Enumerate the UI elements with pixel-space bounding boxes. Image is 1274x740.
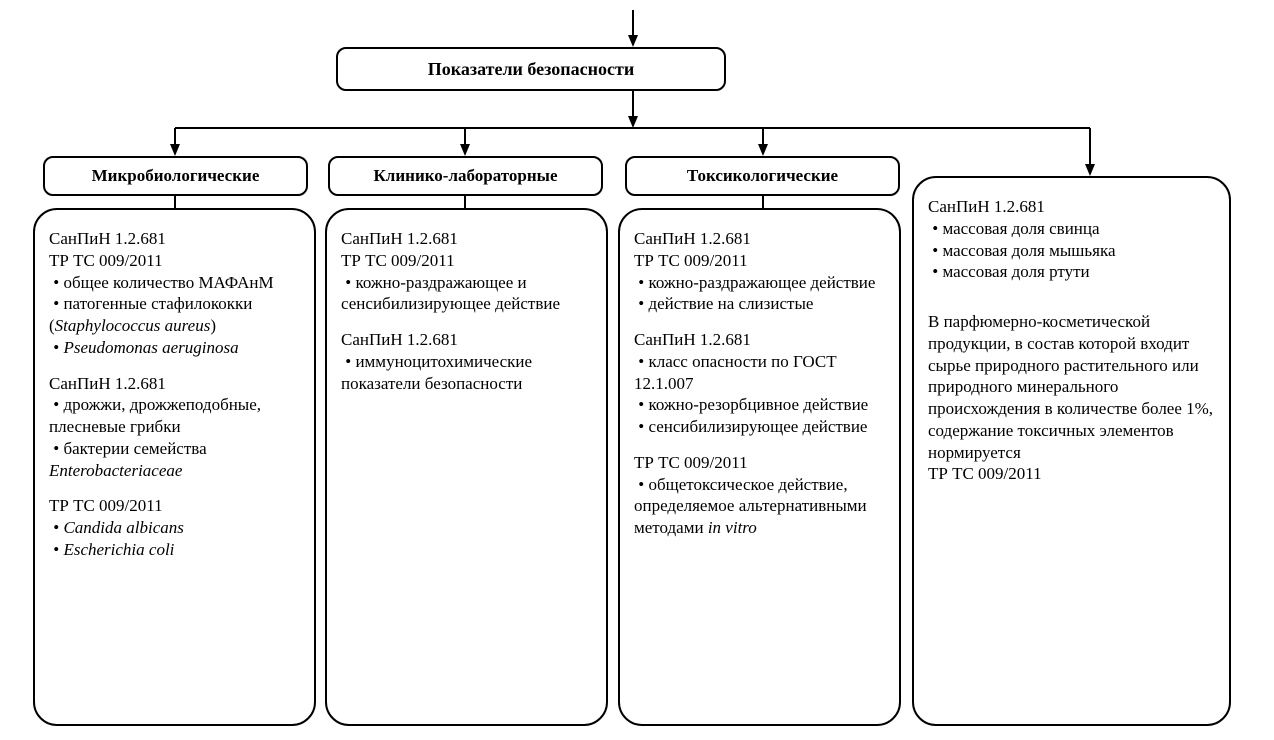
body-bullet: • сенсибилизирующее действие <box>634 416 887 438</box>
body-bullet: • дрожжи, дрожжеподобные, плесневые гриб… <box>49 394 302 438</box>
body-bullet: • класс опасности по ГОСТ 12.1.007 <box>634 351 887 395</box>
body-bullet: • общетоксическое действие, определяемое… <box>634 474 887 539</box>
body-bullet: • кожно-раздражающее действие <box>634 272 887 294</box>
body-bullet: • Pseudomonas aeruginosa <box>49 337 302 359</box>
column-body-chem: СанПиН 1.2.681 • массовая доля свинца • … <box>912 176 1231 726</box>
body-paragraph: В парфюмерно-косметической продукции, в … <box>928 311 1217 463</box>
column-header-label: Клинико-лабораторные <box>373 166 557 185</box>
spacer <box>49 359 302 373</box>
body-bullet: • массовая доля ртути <box>928 261 1217 283</box>
column-header-micro: Микробиологические <box>43 156 308 196</box>
body-heading: СанПиН 1.2.681 <box>49 373 302 395</box>
body-heading: СанПиН 1.2.681 <box>341 228 594 250</box>
body-heading: ТР ТС 009/2011 <box>49 250 302 272</box>
column-header-label: Микробиологические <box>92 166 260 185</box>
body-heading: СанПиН 1.2.681 <box>341 329 594 351</box>
column-body-toxic: СанПиН 1.2.681ТР ТС 009/2011 • кожно-раз… <box>618 208 901 726</box>
body-heading: ТР ТС 009/2011 <box>634 250 887 272</box>
body-bullet: • Candida albicans <box>49 517 302 539</box>
spacer <box>634 438 887 452</box>
body-heading: СанПиН 1.2.681 <box>49 228 302 250</box>
body-heading: СанПиН 1.2.681 <box>634 228 887 250</box>
spacer <box>49 481 302 495</box>
body-bullet: • Escherichia coli <box>49 539 302 561</box>
body-bullet: • действие на слизистые <box>634 293 887 315</box>
column-body-micro: СанПиН 1.2.681ТР ТС 009/2011 • общее кол… <box>33 208 316 726</box>
body-bullet: • кожно-раздражающее и сенсибилизирующее… <box>341 272 594 316</box>
column-header-clinic: Клинико-лабораторные <box>328 156 603 196</box>
body-bullet: • кожно-резорбцивное действие <box>634 394 887 416</box>
body-bullet: • патогенные стафилококки (Staphylococcu… <box>49 293 302 337</box>
column-body-clinic: СанПиН 1.2.681ТР ТС 009/2011 • кожно-раз… <box>325 208 608 726</box>
root-node: Показатели безопасности <box>336 47 726 91</box>
body-heading: ТР ТС 009/2011 <box>341 250 594 272</box>
spacer <box>634 315 887 329</box>
column-header-label: Токсикологические <box>687 166 838 185</box>
body-bullet: • бактерии семейства Enterobacteriaceae <box>49 438 302 482</box>
body-bullet: • общее количество МАФАнМ <box>49 272 302 294</box>
body-heading: ТР ТС 009/2011 <box>634 452 887 474</box>
spacer <box>341 315 594 329</box>
body-heading: СанПиН 1.2.681 <box>634 329 887 351</box>
column-header-toxic: Токсикологические <box>625 156 900 196</box>
body-bullet: • массовая доля мышьяка <box>928 240 1217 262</box>
spacer <box>928 297 1217 311</box>
body-bullet: • массовая доля свинца <box>928 218 1217 240</box>
body-heading: ТР ТС 009/2011 <box>49 495 302 517</box>
body-heading: СанПиН 1.2.681 <box>928 196 1217 218</box>
root-label: Показатели безопасности <box>428 59 634 79</box>
body-bullet: • иммуноцитохимические показатели безопа… <box>341 351 594 395</box>
body-heading: ТР ТС 009/2011 <box>928 463 1217 485</box>
spacer <box>928 283 1217 297</box>
